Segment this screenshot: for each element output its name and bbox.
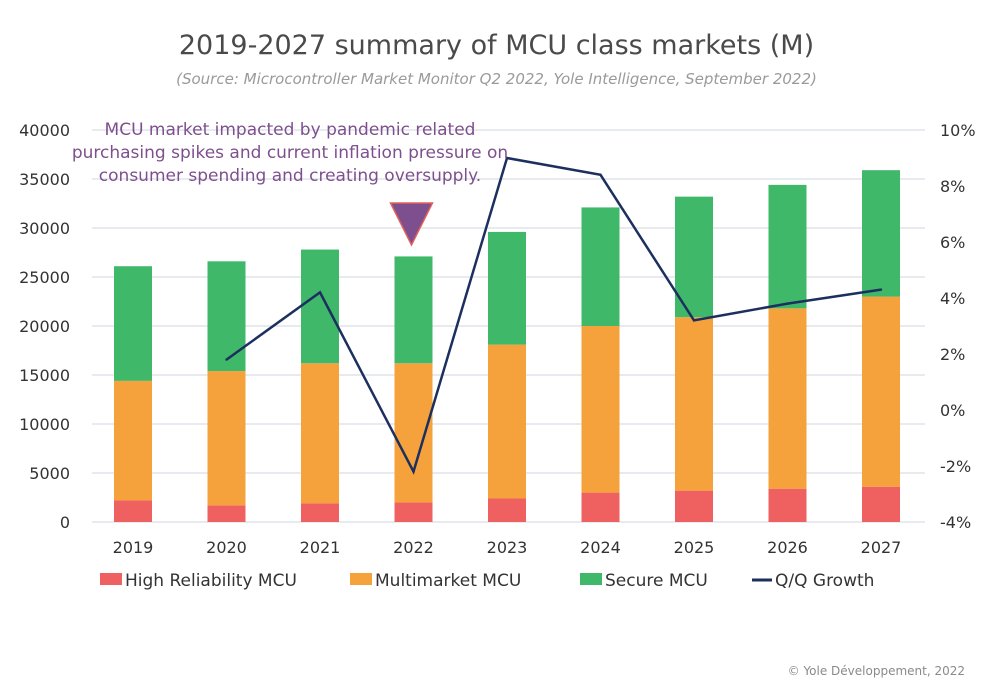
x-tick-label: 2022	[393, 538, 434, 557]
y-tick-label: 15000	[19, 366, 70, 385]
bar-secure-mcu-2025	[675, 196, 713, 318]
bar-multimarket-mcu-2019	[114, 380, 152, 501]
growth-point-2023	[505, 156, 509, 160]
growth-line	[225, 156, 882, 475]
y-tick-label: 0	[60, 513, 70, 532]
bar-multimarket-mcu-2020	[207, 371, 246, 506]
bar-multimarket-mcu-2025	[675, 317, 713, 491]
bar-secure-mcu-2022	[394, 256, 433, 364]
bar-secure-mcu-2024	[581, 207, 620, 326]
bar-secure-mcu-2026	[768, 184, 807, 309]
legend-label: Secure MCU	[605, 571, 708, 591]
y-tick-label: 10000	[19, 415, 70, 434]
bar-multimarket-mcu-2023	[488, 344, 526, 499]
bar-secure-mcu-2020	[207, 261, 246, 372]
bar-high-reliability-mcu-2020	[207, 505, 246, 522]
y-tick-label: 35000	[19, 170, 70, 189]
y-tick-label: 30000	[19, 219, 70, 238]
y2-tick-label: -4%	[940, 513, 971, 532]
y-tick-label: 5000	[29, 464, 70, 483]
legend-label: High Reliability MCU	[125, 571, 297, 591]
growth-point-2024	[599, 173, 602, 176]
x-tick-label: 2020	[206, 538, 247, 557]
chart-subtitle: (Source: Microcontroller Market Monitor …	[176, 70, 817, 88]
bar-multimarket-mcu-2021	[301, 363, 339, 504]
legend-label: Multimarket MCU	[375, 571, 521, 591]
x-tick-label: 2024	[580, 538, 621, 557]
growth-point-2026	[786, 302, 789, 305]
bar-multimarket-mcu-2027	[862, 296, 900, 487]
growth-point-2020	[225, 358, 228, 361]
bar-high-reliability-mcu-2019	[114, 500, 152, 522]
copyright: © Yole Développement, 2022	[787, 664, 965, 678]
y2-tick-label: -2%	[940, 457, 971, 476]
annotation-marker-icon	[389, 202, 434, 247]
bar-multimarket-mcu-2022	[394, 363, 433, 503]
bar-multimarket-mcu-2026	[768, 308, 807, 489]
legend-swatch	[350, 573, 372, 585]
growth-point-2025	[692, 319, 696, 322]
y2-tick-label: 8%	[940, 177, 965, 196]
bar-high-reliability-mcu-2021	[301, 503, 339, 522]
bar-high-reliability-mcu-2023	[488, 498, 526, 522]
growth-point-2022	[412, 470, 415, 473]
y2-tick-label: 0%	[940, 401, 965, 420]
x-tick-label: 2026	[767, 538, 808, 557]
x-tick-label: 2019	[113, 538, 154, 557]
bar-secure-mcu-2023	[488, 231, 526, 345]
legend-swatch	[100, 573, 122, 585]
legend-swatch	[580, 573, 602, 585]
bar-high-reliability-mcu-2026	[768, 488, 807, 522]
bar-multimarket-mcu-2024	[581, 326, 620, 493]
y2-tick-label: 2%	[940, 345, 965, 364]
x-tick-label: 2025	[674, 538, 715, 557]
bar-high-reliability-mcu-2024	[581, 492, 620, 522]
x-tick-label: 2027	[861, 538, 902, 557]
y-tick-label: 25000	[19, 268, 70, 287]
y2-tick-label: 6%	[940, 233, 965, 252]
y2-tick-label: 4%	[940, 289, 965, 308]
bar-secure-mcu-2021	[301, 249, 339, 364]
chart-title: 2019-2027 summary of MCU class markets (…	[178, 30, 815, 61]
bar-secure-mcu-2019	[114, 266, 152, 381]
bar-high-reliability-mcu-2022	[394, 502, 433, 522]
growth-point-2021	[318, 291, 322, 294]
bar-secure-mcu-2027	[862, 170, 900, 297]
annotation-text: MCU market impacted by pandemic related …	[71, 120, 509, 186]
legend-label: Q/Q Growth	[775, 571, 874, 591]
y-tick-label: 40000	[19, 121, 70, 140]
y-tick-label: 20000	[19, 317, 70, 336]
bar-high-reliability-mcu-2025	[675, 490, 713, 522]
growth-point-2027	[879, 288, 883, 291]
x-tick-label: 2023	[487, 538, 528, 557]
x-tick-label: 2021	[300, 538, 341, 557]
bar-high-reliability-mcu-2027	[862, 486, 900, 522]
y2-tick-label: 10%	[940, 121, 976, 140]
